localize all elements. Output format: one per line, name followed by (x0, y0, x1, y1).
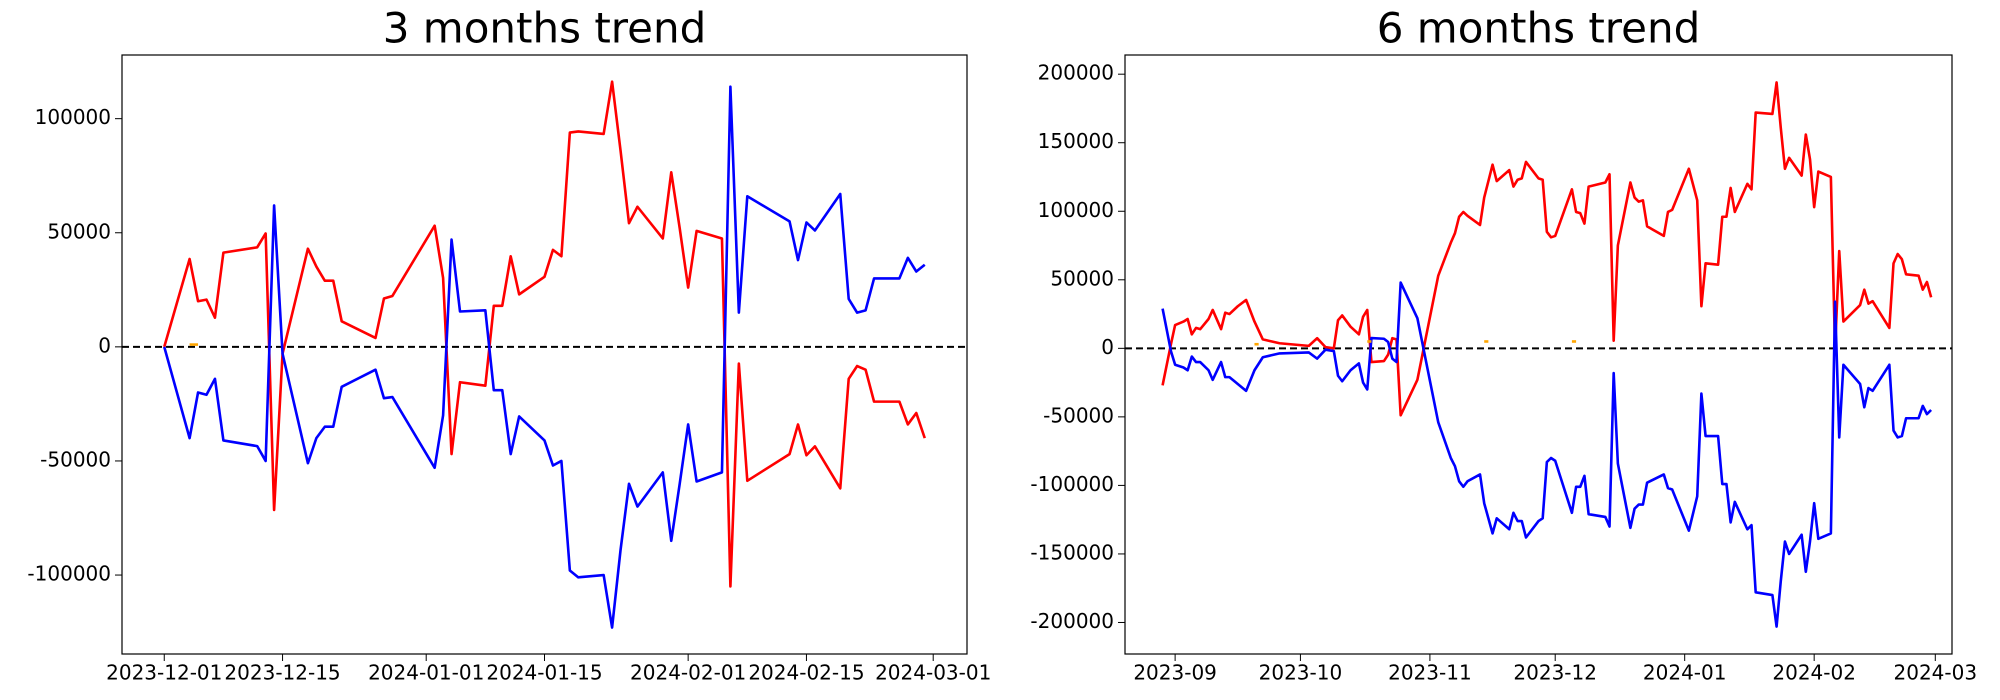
y-tick-label: -100000 (1030, 472, 1114, 496)
x-tick-label: 2023-09 (1133, 661, 1217, 685)
x-tick-label: 2023-12-15 (224, 661, 340, 685)
x-tick-label: 2024-01-15 (486, 661, 602, 685)
y-tick-label: 100000 (1038, 198, 1114, 222)
x-tick-label: 2023-12 (1513, 661, 1597, 685)
y-tick-label: -100000 (27, 562, 111, 586)
y-tick-label: 200000 (1038, 61, 1114, 85)
x-tick-label: 2024-02-01 (630, 661, 746, 685)
series-line (1161, 81, 1933, 417)
axes-frame (121, 54, 968, 655)
chart-title: 3 months trend (383, 4, 707, 53)
y-tick-label: -50000 (40, 447, 111, 471)
chart-title: 6 months trend (1377, 4, 1701, 53)
series-line (162, 85, 926, 629)
y-tick-label: -150000 (1030, 540, 1114, 564)
x-tick-label: 2024-01 (1643, 661, 1727, 685)
x-tick-label: 2024-02 (1772, 661, 1856, 685)
x-tick-label: 2024-02-15 (748, 661, 864, 685)
y-tick-label: 50000 (1050, 266, 1114, 290)
y-tick-label: 0 (98, 333, 111, 357)
x-tick-label: 2023-10 (1259, 661, 1343, 685)
series-line (1161, 281, 1933, 628)
x-tick-label: 2023-11 (1388, 661, 1472, 685)
y-tick-label: 50000 (47, 219, 111, 243)
x-tick-label: 2024-03 (1894, 661, 1978, 685)
y-tick-label: -200000 (1030, 609, 1114, 633)
x-tick-label: 2024-01-01 (368, 661, 484, 685)
y-tick-label: -50000 (1043, 403, 1114, 427)
y-tick-label: 150000 (1038, 129, 1114, 153)
x-tick-label: 2024-03-01 (875, 661, 991, 685)
series-line (163, 80, 926, 588)
y-tick-label: 0 (1101, 335, 1114, 359)
axes-frame (1124, 54, 1953, 655)
y-tick-label: 100000 (35, 105, 111, 129)
x-tick-label: 2023-12-01 (106, 661, 222, 685)
